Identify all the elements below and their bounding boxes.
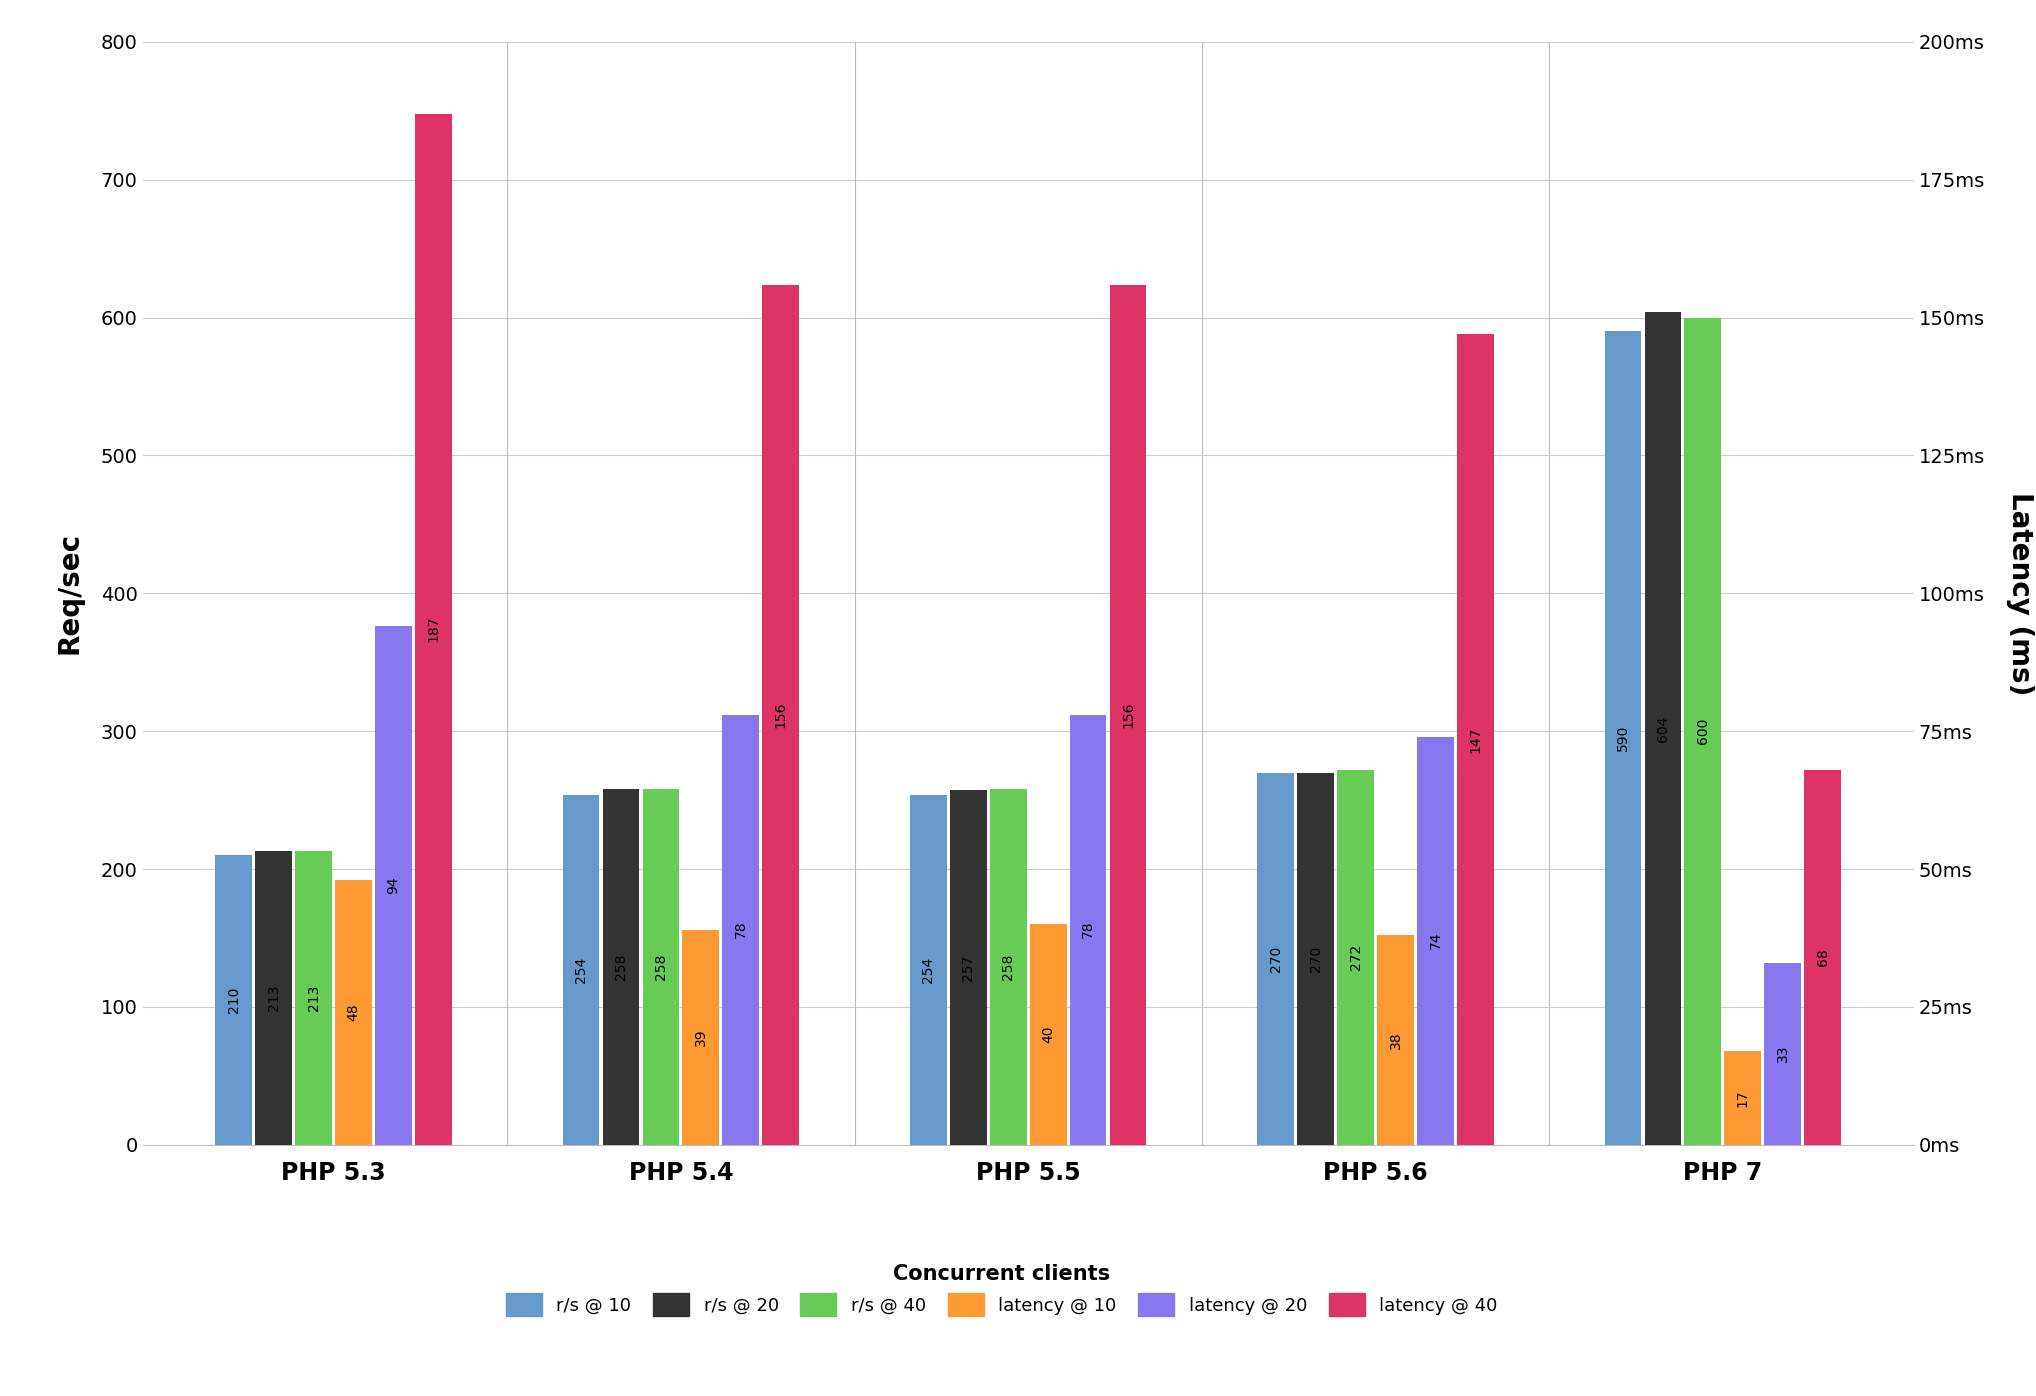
Bar [951, 790, 987, 1145]
Text: 254: 254 [574, 956, 588, 983]
Text: 213: 213 [307, 984, 320, 1011]
Bar [1765, 963, 1802, 1145]
Legend: r/s @ 10, r/s @ 20, r/s @ 40, latency @ 10, latency @ 20, latency @ 40: r/s @ 10, r/s @ 20, r/s @ 40, latency @ … [505, 1263, 1498, 1316]
Text: 254: 254 [922, 956, 935, 983]
Bar [761, 285, 798, 1145]
Bar [1030, 924, 1067, 1145]
Bar [1069, 715, 1106, 1145]
Text: 257: 257 [961, 955, 975, 981]
Bar [603, 789, 639, 1145]
Text: 48: 48 [346, 1004, 360, 1022]
Text: 258: 258 [1002, 953, 1016, 980]
Bar [1724, 1051, 1761, 1145]
Bar [216, 856, 252, 1145]
Bar [723, 715, 759, 1145]
Bar [1458, 334, 1494, 1145]
Bar [682, 930, 719, 1145]
Bar [1604, 331, 1641, 1145]
Text: 78: 78 [1081, 921, 1095, 938]
Text: 210: 210 [226, 987, 240, 1013]
Bar [415, 113, 452, 1145]
Bar [1804, 769, 1841, 1145]
Text: 40: 40 [1040, 1026, 1055, 1043]
Text: 213: 213 [267, 984, 281, 1011]
Text: 258: 258 [615, 953, 627, 980]
Bar [375, 627, 411, 1145]
Bar [295, 852, 332, 1145]
Bar [1376, 935, 1413, 1145]
Text: 270: 270 [1268, 945, 1283, 972]
Bar [643, 789, 680, 1145]
Text: 33: 33 [1775, 1046, 1790, 1062]
Text: 590: 590 [1617, 725, 1631, 751]
Bar [1417, 737, 1454, 1145]
Bar [1297, 772, 1334, 1145]
Text: 39: 39 [694, 1029, 709, 1046]
Text: 74: 74 [1429, 933, 1441, 949]
Text: 147: 147 [1468, 726, 1482, 752]
Text: 38: 38 [1389, 1032, 1403, 1048]
Bar [910, 794, 947, 1145]
Bar [1338, 769, 1374, 1145]
Text: 187: 187 [426, 616, 440, 642]
Text: 600: 600 [1696, 718, 1710, 744]
Y-axis label: Latency (ms): Latency (ms) [2005, 491, 2034, 695]
Text: 156: 156 [774, 701, 788, 727]
Bar [1645, 313, 1682, 1145]
Bar [1110, 285, 1146, 1145]
Text: 68: 68 [1816, 948, 1830, 966]
Bar [1258, 772, 1295, 1145]
Text: 78: 78 [733, 921, 747, 938]
Bar [562, 794, 599, 1145]
Text: 17: 17 [1737, 1089, 1749, 1107]
Text: 156: 156 [1122, 701, 1134, 727]
Bar [989, 789, 1026, 1145]
Text: 272: 272 [1348, 944, 1362, 970]
Text: 270: 270 [1309, 945, 1323, 972]
Bar [336, 879, 373, 1145]
Bar [254, 852, 291, 1145]
Text: 258: 258 [654, 953, 668, 980]
Text: 604: 604 [1655, 715, 1670, 741]
Bar [1684, 318, 1720, 1145]
Y-axis label: Req/sec: Req/sec [57, 532, 83, 655]
Text: 94: 94 [387, 877, 401, 895]
